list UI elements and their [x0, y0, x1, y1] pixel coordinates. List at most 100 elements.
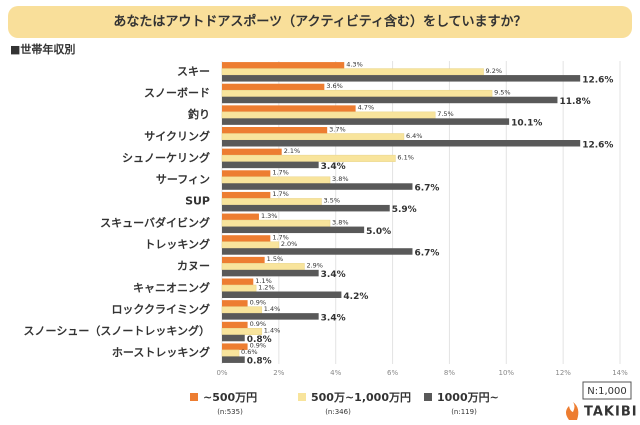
bar	[221, 89, 493, 97]
bar	[222, 256, 265, 264]
value-label: 2.0%	[281, 240, 298, 248]
x-tick-label: 14%	[612, 369, 628, 377]
bar	[221, 111, 436, 119]
bar	[222, 96, 558, 104]
value-label: 12.6%	[582, 75, 613, 85]
value-label: 0.9%	[250, 298, 267, 306]
value-label: 6.7%	[414, 184, 439, 194]
y-tick-label: カヌー	[177, 260, 210, 273]
bar	[222, 334, 245, 342]
value-label: 1.7%	[272, 233, 289, 241]
bar	[222, 269, 319, 277]
bar	[221, 133, 405, 141]
bar	[222, 62, 345, 69]
x-tick-label: 10%	[499, 369, 515, 377]
bar	[222, 235, 271, 242]
y-tick-label: サーフィン	[156, 173, 210, 186]
bar	[222, 161, 319, 169]
value-label: 0.8%	[247, 357, 272, 367]
value-label: 1.4%	[264, 327, 281, 335]
value-label: 6.1%	[397, 153, 414, 161]
bar	[221, 284, 257, 292]
value-label: 3.8%	[332, 218, 349, 226]
value-label: 5.9%	[392, 205, 417, 215]
x-tick-label: 8%	[444, 369, 455, 377]
value-label: 1.4%	[264, 305, 281, 313]
bar	[222, 291, 342, 298]
value-label: 2.9%	[306, 262, 323, 270]
bar	[222, 140, 581, 147]
x-tick-label: 12%	[555, 369, 571, 377]
y-tick-label: スノーボード	[144, 85, 210, 99]
value-label: 0.8%	[247, 335, 272, 345]
value-label: 9.5%	[494, 88, 511, 96]
bar	[222, 356, 245, 363]
value-label: 12.6%	[582, 140, 613, 150]
value-label: 3.4%	[321, 313, 346, 323]
value-label: 1.5%	[267, 255, 284, 263]
title-banner	[8, 6, 632, 38]
value-label: 0.6%	[241, 348, 258, 356]
value-label: 11.8%	[559, 97, 590, 107]
value-label: 1.1%	[255, 277, 272, 285]
bar	[222, 170, 271, 177]
y-tick-label: キャニオニング	[133, 280, 210, 294]
value-label: 4.2%	[343, 292, 368, 302]
value-label: 3.8%	[332, 175, 349, 183]
bar	[222, 148, 282, 156]
bar	[221, 263, 305, 271]
bar	[222, 321, 248, 329]
bar	[222, 213, 259, 221]
value-label: 4.7%	[358, 104, 375, 112]
y-tick-label: スキー	[177, 65, 210, 78]
bar	[221, 176, 331, 184]
bar	[221, 328, 263, 336]
value-label: 5.0%	[366, 227, 391, 237]
value-label: 6.4%	[406, 132, 423, 140]
value-label: 0.9%	[250, 320, 267, 328]
value-label: 10.1%	[511, 119, 542, 129]
y-tick-label: SUP	[185, 195, 210, 208]
x-tick-label: 2%	[273, 369, 284, 377]
value-label: 3.6%	[326, 82, 343, 90]
bar	[221, 68, 484, 76]
bar	[222, 75, 581, 82]
x-tick-label: 6%	[387, 369, 398, 377]
x-tick-label: 0%	[216, 369, 227, 377]
x-tick-label: 4%	[330, 369, 341, 377]
bar	[221, 154, 396, 162]
logo-icon	[566, 402, 579, 420]
bar	[222, 313, 319, 320]
bar	[222, 183, 413, 190]
bar	[222, 300, 248, 307]
value-label: 4.3%	[346, 60, 363, 68]
legend-sample: (n:346)	[325, 408, 351, 416]
value-label: 2.1%	[284, 147, 301, 155]
value-label: 7.5%	[437, 110, 454, 118]
bar	[222, 118, 510, 125]
subtitle: ■世帯年収別	[10, 42, 75, 56]
value-label: 3.7%	[329, 125, 346, 133]
y-tick-label: スノーシュー（スノートレッキング）	[24, 324, 210, 338]
value-label: 6.7%	[414, 248, 439, 258]
bar	[221, 349, 240, 357]
value-label: 3.4%	[321, 270, 346, 280]
y-tick-label: 釣り	[188, 107, 210, 121]
y-tick-label: スキューバダイビング	[100, 215, 210, 229]
value-label: 3.5%	[324, 197, 341, 205]
legend-swatch	[424, 393, 432, 401]
bar	[221, 219, 331, 227]
value-label: 3.4%	[321, 162, 346, 172]
bar	[222, 191, 271, 199]
bar	[222, 248, 413, 255]
bar	[221, 198, 322, 206]
y-tick-label: ロッククライミング	[111, 302, 210, 316]
y-tick-label: シュノーケリング	[122, 150, 210, 164]
chart-title: あなたはアウトドアスポーツ（アクティビティ含む）をしていますか？	[113, 14, 526, 30]
legend-label: ~500万円	[203, 391, 257, 404]
y-tick-label: サイクリング	[144, 129, 210, 143]
value-label: 1.7%	[272, 169, 289, 177]
logo: TAKIBI	[584, 405, 638, 420]
y-tick-label: ホーストレッキング	[112, 345, 210, 359]
